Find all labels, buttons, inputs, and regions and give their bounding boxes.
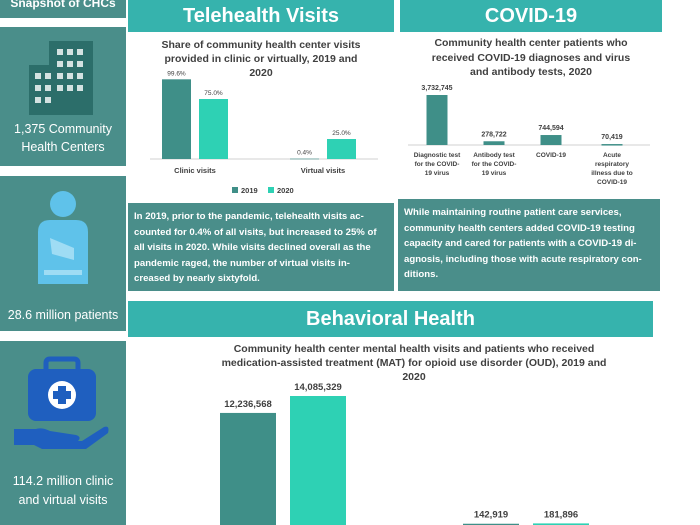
bar-2019-group-0: [220, 412, 276, 525]
legend-swatch-2020: [268, 187, 274, 193]
stat-health-centers-line2: Health Centers: [21, 140, 105, 154]
bar-covid-1: [483, 141, 505, 145]
data-label-2020-group-0: 14,085,329: [294, 382, 342, 393]
category-label: Clinic visits: [174, 166, 216, 175]
behavioral-chart: 12,236,568 142,919 14,085,329 181,896: [220, 382, 589, 525]
bar-2019-group-1: [463, 523, 519, 525]
telehealth-chart: 99.6% 0.4% 75.0% 25.0% Clinic visits Virtual …: [150, 70, 378, 195]
bar-2019-1: [290, 158, 319, 160]
office-building-icon: [29, 41, 93, 115]
telehealth-title-line3: 2020: [249, 67, 273, 79]
sidebar-title: Snapshot of CHCs: [10, 0, 116, 10]
covid-note: While maintaining routine patient care s…: [398, 199, 660, 291]
bar-2020-group-0: [290, 396, 346, 525]
bar-2020-1: [327, 139, 356, 159]
data-label-2020-group-1: 181,896: [544, 509, 578, 520]
data-label-2019-0: 99.6%: [167, 70, 186, 77]
stat-health-centers-line1: 1,375 Community: [14, 122, 112, 136]
bar-covid-0: [426, 95, 448, 145]
data-label-covid-0: 3,732,745: [421, 85, 452, 92]
stat-patients: 28.6 million patients: [7, 308, 119, 322]
category-label-covid: for the COVID-: [472, 161, 517, 168]
category-label-covid: respiratory: [595, 161, 629, 168]
covid-note-line2: community health centers added COVID-19 …: [404, 222, 635, 234]
covid-note-line3: capacity and cared for patients with a C…: [404, 238, 637, 249]
stat-box-visits: 114.2 million clinic and virtual visits: [0, 341, 126, 525]
category-label-covid: COVID-19: [597, 179, 627, 186]
covid-title-line1: Community health center patients who: [434, 37, 628, 49]
bar-2020-0: [199, 99, 228, 159]
data-label-covid-1: 278,722: [481, 131, 506, 138]
stat-visits-line1: 114.2 million clinic: [12, 474, 114, 488]
telehealth-note-line1: In 2019, prior to the pandemic, teleheal…: [134, 211, 364, 222]
data-label-2020-1: 25.0%: [332, 130, 351, 137]
legend-swatch-2019: [232, 187, 238, 193]
data-label-2020-0: 75.0%: [204, 90, 223, 97]
telehealth-note-line2: counted for 0.4% of all visits, but incr…: [134, 226, 377, 238]
telehealth-note: In 2019, prior to the pandemic, teleheal…: [128, 203, 394, 291]
legend-label-2019: 2019: [241, 186, 258, 195]
telehealth-note-line5: creased by nearly sixtyfold.: [134, 273, 260, 284]
covid-chart: 3,732,745 Diagnostic test for the COVID- 19…: [408, 85, 650, 186]
data-label-covid-2: 744,594: [538, 125, 563, 132]
telehealth-title-line1: Share of community health center visits: [161, 39, 361, 51]
behavioral-title-line3: 2020: [402, 371, 426, 383]
category-label-covid: illness due to: [591, 170, 633, 177]
covid-header: COVID-19: [400, 0, 662, 32]
bar-covid-2: [540, 135, 562, 145]
covid-chart-title: Community health center patients who rec…: [400, 36, 662, 80]
covid-note-line5: ditions.: [404, 269, 439, 280]
behavioral-header: Behavioral Health: [128, 301, 653, 337]
category-label: Virtual visits: [301, 166, 345, 175]
snapshot-sidebar: Snapshot of CHCs 1,375 Community Health …: [0, 0, 126, 525]
telehealth-chart-title: Share of community health center visits …: [128, 38, 394, 80]
data-label-2019-group-0: 12,236,568: [224, 399, 272, 410]
telehealth-note-line3: all visits in 2020. While visits decline…: [134, 242, 371, 253]
legend-label-2020: 2020: [277, 186, 294, 195]
data-label-covid-3: 70,419: [601, 134, 623, 141]
behavioral-title-line2: medication-assisted treatment (MAT) for …: [221, 357, 607, 369]
covid-title-line2: received COVID-19 diagnoses and virus: [431, 51, 631, 64]
covid-note-line1: While maintaining routine patient care s…: [404, 207, 622, 218]
bar-2019-0: [162, 79, 191, 159]
category-label-covid: Acute: [603, 152, 621, 159]
telehealth-header: Telehealth Visits: [128, 0, 394, 32]
category-label-covid: 19 virus: [482, 170, 507, 177]
stat-box-patients: 28.6 million patients: [0, 176, 126, 331]
category-label-covid: Diagnostic test: [414, 152, 461, 159]
telehealth-note-line4: pandemic raged, the number of virtual vi…: [134, 257, 350, 269]
data-label-2019-group-1: 142,919: [474, 510, 508, 521]
medical-kit-hand-icon: [14, 356, 109, 449]
category-label-covid: 19 virus: [425, 170, 450, 177]
behavioral-title-line1: Community health center mental health vi…: [233, 343, 595, 355]
sidebar-title-box: Snapshot of CHCs: [0, 0, 126, 18]
stat-box-health-centers: 1,375 Community Health Centers: [0, 27, 126, 166]
category-label-covid: COVID-19: [536, 152, 566, 159]
covid-title-line3: and antibody tests, 2020: [470, 66, 592, 78]
covid-note-line4: agnosis, including those with acute resp…: [404, 253, 642, 265]
patient-icon: [38, 191, 88, 284]
category-label-covid: for the COVID-: [415, 161, 460, 168]
bar-covid-3: [601, 144, 623, 146]
bar-2020-group-1: [533, 523, 589, 525]
stat-visits-line2: and virtual visits: [18, 493, 108, 507]
telehealth-title-line2: provided in clinic or virtually, 2019 an…: [164, 53, 358, 65]
behavioral-chart-title: Community health center mental health vi…: [128, 342, 700, 384]
category-label-covid: Antibody test: [473, 152, 515, 159]
data-label-2019-1: 0.4%: [297, 150, 312, 157]
